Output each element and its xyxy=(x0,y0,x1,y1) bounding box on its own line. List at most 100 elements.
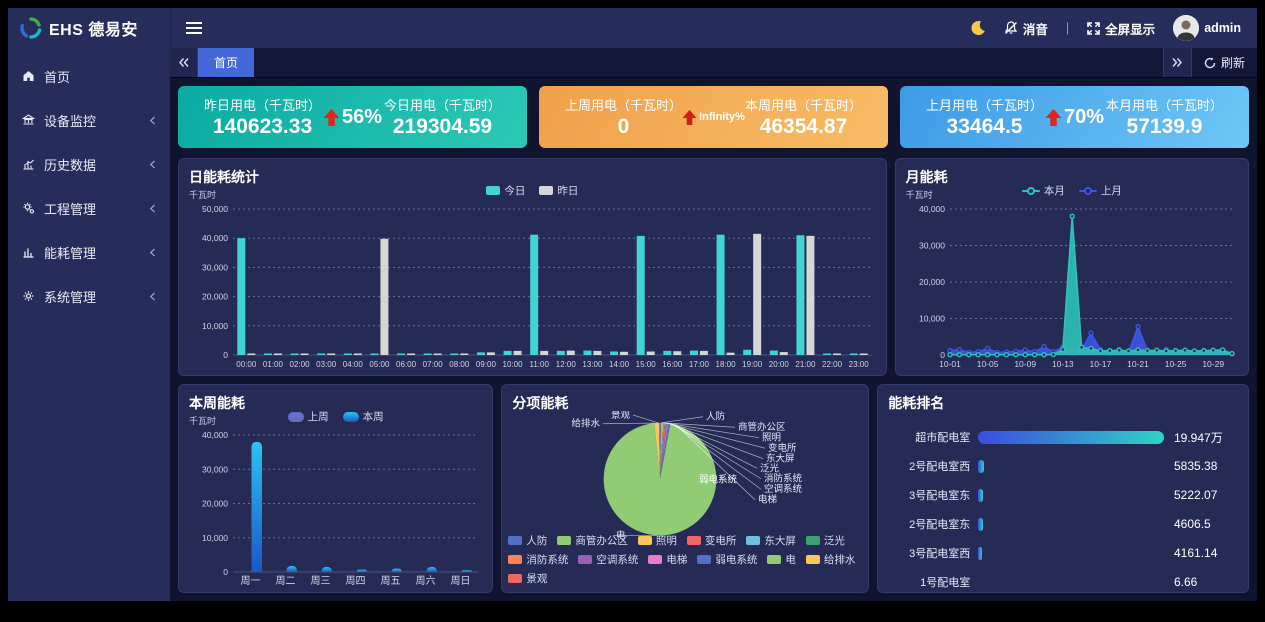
svg-text:13:00: 13:00 xyxy=(582,360,603,369)
sidebar-item-device-monitor[interactable]: 设备监控 xyxy=(8,98,170,142)
svg-text:照明: 照明 xyxy=(762,433,781,444)
subitem-energy-pie-chart[interactable]: 人防 商管办公区 照明 变电所 东大屏 泛光 消防系统 空调系统 电梯 弱电系统电 给排水 景观 xyxy=(510,410,860,542)
project-manage-icon xyxy=(23,202,35,214)
energy-ranking-list: 超市配电室 19.947万 2号配电室西 5835.38 3号配电室东 5222.07 2号… xyxy=(888,429,1238,590)
svg-text:20,000: 20,000 xyxy=(202,499,228,509)
fullscreen-button[interactable]: 全屏显示 xyxy=(1087,19,1155,38)
legend-marker xyxy=(1078,186,1097,195)
legend-item[interactable]: 空调系统 xyxy=(578,552,638,567)
legend-item[interactable]: 变电所 xyxy=(686,533,736,548)
ranking-name: 1号配电室 xyxy=(920,577,971,589)
legend-item[interactable]: 弱电系统 xyxy=(697,552,757,567)
svg-text:10-21: 10-21 xyxy=(1127,359,1149,369)
legend-swatch xyxy=(648,555,663,564)
kpi-right-label: 今日用电（千瓦时） xyxy=(383,98,501,113)
sidebar-item-project-manage[interactable]: 工程管理 xyxy=(8,186,170,230)
sidebar-item-label: 工程管理 xyxy=(44,201,97,217)
ranking-bar-track xyxy=(978,430,1164,444)
svg-text:周二: 周二 xyxy=(276,575,296,587)
daily-energy-bar-chart[interactable]: 0 10,000 20,000 30,000 40,000 50,000 00:00 01:0… xyxy=(187,201,878,371)
refresh-label: 刷新 xyxy=(1220,56,1245,70)
legend-item[interactable]: 昨日 xyxy=(539,183,578,198)
svg-text:电: 电 xyxy=(616,530,626,542)
mute-button[interactable]: 消音 xyxy=(1004,19,1048,38)
sidebar-collapse-button[interactable] xyxy=(170,8,216,48)
sidebar-item-system-manage[interactable]: 系统管理 xyxy=(8,274,170,318)
ranking-name: 2号配电室西 xyxy=(909,461,971,473)
svg-text:21:00: 21:00 xyxy=(795,360,816,369)
kpi-right-label: 本月用电（千瓦时） xyxy=(1105,98,1223,113)
svg-text:人防: 人防 xyxy=(706,411,726,423)
legend-label: 上周 xyxy=(307,411,329,423)
legend-item[interactable]: 人防 xyxy=(508,533,547,548)
navbar-actions: 消音 | 全屏显示 xyxy=(970,15,1257,41)
weekly-energy-bar-chart[interactable]: 0 10,000 20,000 30,000 40,000 周一 周二 周三 周四 周五 周六 周日 xyxy=(187,427,484,588)
svg-text:30,000: 30,000 xyxy=(202,464,228,474)
kpi-row: 昨日用电（千瓦时） 140623.33 56% 今日用电（千瓦时） 219304.5… xyxy=(178,86,1249,148)
sidebar-item-home[interactable]: 首页 xyxy=(8,54,170,98)
panel-subitem-energy: 分项能耗 人防 商管办公区 照明 变电所 东大屏 泛光 消防系统 空调系统 电梯 弱电系统电给排水… xyxy=(501,384,870,593)
ranking-value: 19.947万 xyxy=(1174,430,1223,445)
svg-text:02:00: 02:00 xyxy=(290,360,311,369)
kpi-delta-value: 56% xyxy=(341,105,383,128)
svg-text:10,000: 10,000 xyxy=(919,314,945,324)
legend-item[interactable]: 景观 xyxy=(508,571,547,586)
legend-item[interactable]: 照明 xyxy=(637,533,677,548)
theme-toggle-button[interactable] xyxy=(970,20,986,36)
kpi-left-label: 上月用电（千瓦时） xyxy=(926,98,1044,113)
ranking-value: 6.66 xyxy=(1174,575,1198,589)
legend-item[interactable]: 上月 xyxy=(1078,183,1122,198)
legend-label: 弱电系统 xyxy=(715,554,758,566)
legend-label: 给排水 xyxy=(823,554,856,566)
double-chevron-right-icon xyxy=(1172,58,1183,67)
legend-item[interactable]: 今日 xyxy=(486,183,525,198)
legend-item[interactable]: 给排水 xyxy=(805,552,856,567)
legend-item[interactable]: 消防系统 xyxy=(508,552,568,567)
monthly-energy-line-chart[interactable]: 0 10,000 20,000 30,000 40,000 10-01 10-05 10-09… xyxy=(904,201,1240,371)
panel-title: 能耗排名 xyxy=(888,395,945,411)
svg-text:周五: 周五 xyxy=(381,575,401,587)
ranking-bar xyxy=(978,488,984,502)
legend-label: 电 xyxy=(785,554,796,566)
legend-label: 昨日 xyxy=(557,185,579,197)
svg-text:01:00: 01:00 xyxy=(263,360,284,369)
legend-swatch xyxy=(287,411,304,422)
ranking-bar xyxy=(978,430,1164,444)
legend-marker xyxy=(1021,186,1040,195)
dashboard-content: 昨日用电（千瓦时） 140623.33 56% 今日用电（千瓦时） 219304.5… xyxy=(170,78,1257,601)
panel-energy-ranking: 能耗排名 超市配电室 19.947万 2号配电室西 5835.38 3号配电室东 5222… xyxy=(877,384,1249,593)
legend-item[interactable]: 本月 xyxy=(1021,183,1065,198)
legend-item[interactable]: 泛光 xyxy=(805,533,845,548)
legend-swatch xyxy=(697,555,712,564)
svg-text:10-09: 10-09 xyxy=(1014,359,1036,369)
legend-label: 本周 xyxy=(362,411,384,423)
tab-home[interactable]: 首页 xyxy=(198,48,255,77)
svg-text:10:00: 10:00 xyxy=(503,360,524,369)
svg-text:03:00: 03:00 xyxy=(316,360,337,369)
user-menu[interactable]: admin xyxy=(1173,15,1241,41)
sidebar-item-energy-manage[interactable]: 能耗管理 xyxy=(8,230,170,274)
fullscreen-icon xyxy=(1087,21,1100,35)
legend-item[interactable]: 电梯 xyxy=(648,552,687,567)
refresh-button[interactable]: 刷新 xyxy=(1190,48,1257,77)
legend-item[interactable]: 东大屏 xyxy=(746,533,796,548)
svg-text:商管办公区: 商管办公区 xyxy=(738,421,786,433)
legend-item[interactable]: 电 xyxy=(767,552,796,567)
legend-swatch xyxy=(508,536,523,545)
legend-item[interactable]: 上周 xyxy=(287,409,329,424)
svg-text:变电所: 变电所 xyxy=(768,442,797,454)
legend-item[interactable]: 本周 xyxy=(342,409,384,424)
svg-text:周一: 周一 xyxy=(241,575,261,587)
svg-text:06:00: 06:00 xyxy=(396,360,417,369)
ranking-row: 1号配电室 6.66 xyxy=(888,574,1238,590)
legend-item[interactable]: 商管办公区 xyxy=(557,533,628,548)
tabs-scroll-left-button[interactable] xyxy=(170,48,198,77)
svg-text:50,000: 50,000 xyxy=(202,204,228,214)
kpi-left-label: 上周用电（千瓦时） xyxy=(565,98,683,113)
device-monitor-icon xyxy=(22,114,35,125)
sidebar-item-history-data[interactable]: 历史数据 xyxy=(8,142,170,186)
kpi-left-value: 0 xyxy=(617,115,630,138)
ranking-bar xyxy=(978,517,983,531)
ranking-bar xyxy=(978,459,984,473)
tabs-scroll-right-button[interactable] xyxy=(1162,48,1191,77)
